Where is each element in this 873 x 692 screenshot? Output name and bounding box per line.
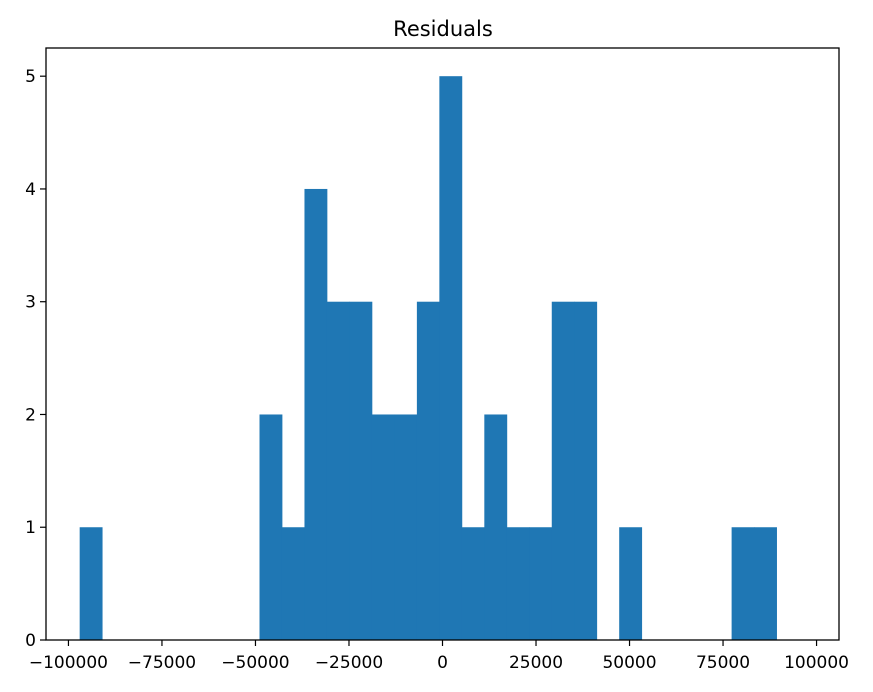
histogram-bar-20 <box>529 527 553 640</box>
x-tick-label-1: −75000 <box>128 653 196 673</box>
y-tick-label-4: 4 <box>25 180 36 200</box>
histogram-bar-19 <box>506 527 530 640</box>
x-tick-label-5: 25000 <box>509 653 563 673</box>
histogram-bar-17 <box>461 527 485 640</box>
y-axis: 0 1 2 3 4 5 <box>25 67 46 651</box>
x-axis: −100000 −75000 −50000 −25000 0 25000 50000 7500… <box>29 640 849 673</box>
x-tick-label-3: −25000 <box>315 653 383 673</box>
x-tick-label-0: −100000 <box>29 653 108 673</box>
x-tick-label-8: 100000 <box>784 653 849 673</box>
y-tick-label-2: 2 <box>25 405 36 425</box>
histogram-bar-0 <box>79 527 103 640</box>
histogram-bar-8 <box>259 414 283 640</box>
histogram-bar-15 <box>416 301 440 640</box>
histogram-bar-29 <box>731 527 755 640</box>
y-tick-label-0: 0 <box>25 631 36 651</box>
x-tick-label-6: 50000 <box>602 653 656 673</box>
histogram-bar-14 <box>394 414 418 640</box>
histogram-bar-30 <box>754 527 777 640</box>
histogram-bar-22 <box>574 301 598 640</box>
x-tick-label-2: −50000 <box>221 653 289 673</box>
histogram-bar-21 <box>551 301 575 640</box>
histogram-bar-24 <box>619 527 643 640</box>
histogram-bar-16 <box>439 76 463 640</box>
chart-title: Residuals <box>393 17 493 41</box>
bars-group <box>79 76 777 640</box>
histogram-bar-10 <box>304 188 328 640</box>
plot-frame <box>45 47 840 641</box>
histogram-bar-12 <box>349 301 373 640</box>
histogram-bar-9 <box>281 527 305 640</box>
x-tick-label-4: 0 <box>437 653 448 673</box>
x-tick-label-7: 75000 <box>696 653 750 673</box>
y-tick-label-3: 3 <box>25 293 36 313</box>
y-tick-label-1: 1 <box>25 518 36 538</box>
histogram-bar-13 <box>371 414 395 640</box>
histogram-bar-11 <box>326 301 350 640</box>
y-tick-label-5: 5 <box>25 67 36 87</box>
histogram-bar-18 <box>484 414 508 640</box>
